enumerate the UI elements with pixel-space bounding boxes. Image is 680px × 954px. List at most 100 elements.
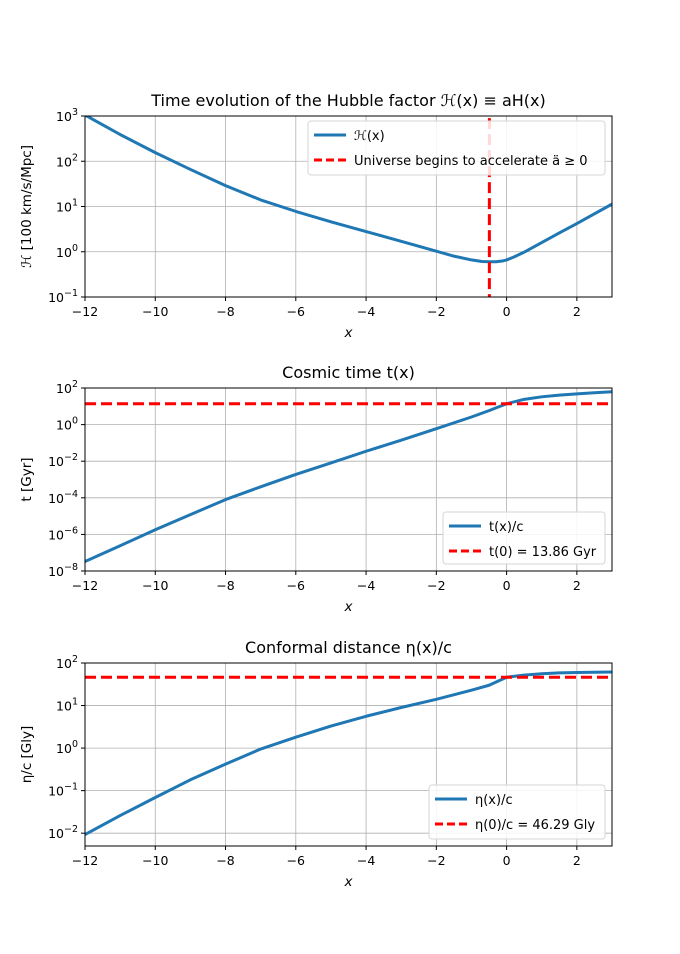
legend-label-2: Universe begins to accelerate ä ≥ 0 [354,154,588,169]
x-tick-label: −10 [142,304,168,319]
y-tick-exponent: −2 [64,452,78,463]
y-tick-base: 10 [48,826,64,841]
y-tick-label: 10−4 [48,489,78,506]
y-tick-label: 100 [56,243,78,260]
y-tick-base: 10 [48,527,64,542]
y-tick-label: 10−8 [48,562,78,579]
x-tick-label: −10 [142,578,168,593]
y-tick-exponent: −1 [64,782,78,793]
legend-label-1: t(x)/c [489,520,523,535]
y-tick-exponent: 1 [72,198,78,209]
y-tick-base: 10 [48,784,64,799]
y-tick-base: 10 [56,154,72,169]
y-tick-base: 10 [56,109,72,124]
legend-label-2: η(0)/c = 46.29 Gly [475,818,595,833]
y-tick-exponent: −6 [64,525,78,536]
chart-panel-2: −12 −10 −8 −6 −4 −2 0 210−810−610−410−2100102Co… [19,363,613,615]
y-tick-base: 10 [56,418,72,433]
x-axis-label: x [344,599,354,615]
x-tick-label: −8 [216,304,234,319]
y-tick-label: 10−1 [48,782,78,799]
y-tick-exponent: 0 [72,416,78,427]
x-tick-label: −4 [357,853,375,868]
y-tick-label: 10−6 [48,525,78,542]
x-tick-label: −6 [287,853,305,868]
x-tick-label: 2 [573,304,581,319]
y-tick-label: 10−1 [48,288,78,305]
y-tick-label: 100 [56,416,78,433]
x-tick-label: −12 [72,304,98,319]
y-tick-base: 10 [48,564,64,579]
x-axis-label: x [344,874,354,890]
y-tick-label: 102 [56,379,78,396]
y-tick-base: 10 [56,381,72,396]
y-tick-label: 101 [56,697,78,714]
y-tick-base: 10 [48,454,64,469]
x-tick-label: 2 [573,578,581,593]
y-tick-exponent: 0 [72,243,78,254]
y-tick-label: 101 [56,198,78,215]
series-line-1 [85,116,612,264]
y-tick-base: 10 [56,741,72,756]
y-tick-exponent: 1 [72,697,78,708]
chart-title: Conformal distance η(x)/c [245,638,452,657]
x-tick-label: −2 [427,853,445,868]
y-tick-exponent: 2 [72,379,78,390]
y-tick-exponent: 2 [72,152,78,163]
series-line-1 [85,390,612,563]
y-axis-label: t [Gyr] [19,457,35,501]
y-tick-base: 10 [56,656,72,671]
x-tick-label: −8 [216,853,234,868]
y-tick-exponent: −4 [64,489,78,500]
y-tick-label: 10−2 [48,452,78,469]
legend-label-1: ℋ(x) [354,129,385,144]
chart-title: Cosmic time t(x) [282,363,415,382]
legend-box [307,120,606,176]
y-tick-base: 10 [56,245,72,260]
y-tick-exponent: 0 [72,739,78,750]
x-axis-label: x [344,325,354,341]
legend-label-1: η(x)/c [475,793,513,808]
chart-panel-3: −12 −10 −8 −6 −4 −2 0 210−210−1100101102Conform… [19,638,613,890]
y-tick-exponent: 3 [72,107,78,118]
x-tick-label: −10 [142,853,168,868]
y-tick-base: 10 [56,699,72,714]
y-tick-exponent: −8 [64,562,78,573]
y-axis-label: ℋ [100 km/s/Mpc] [19,145,35,268]
y-tick-label: 100 [56,739,78,756]
axes-frame [84,662,613,847]
x-tick-label: 0 [503,578,511,593]
x-tick-label: 0 [503,304,511,319]
x-tick-label: −4 [357,578,375,593]
legend: η(x)/c η(0)/c = 46.29 Gly [428,784,606,840]
x-tick-label: 2 [573,853,581,868]
chart-title: Time evolution of the Hubble factor ℋ(x)… [150,91,545,110]
legend-box [428,784,606,840]
y-tick-base: 10 [56,200,72,215]
x-tick-label: −6 [287,578,305,593]
x-tick-label: −12 [72,578,98,593]
y-tick-base: 10 [48,290,64,305]
y-tick-label: 10−2 [48,824,78,841]
legend: t(x)/c t(0) = 13.86 Gyr [442,511,606,565]
legend-label-2: t(0) = 13.86 Gyr [489,545,597,560]
y-axis-label: η/c [Gly] [19,726,35,784]
y-tick-exponent: 2 [72,654,78,665]
legend: ℋ(x) Universe begins to accelerate ä ≥ 0 [307,120,606,176]
y-tick-label: 103 [56,107,78,124]
y-tick-exponent: −2 [64,824,78,835]
y-tick-label: 102 [56,654,78,671]
series-line-1 [85,670,612,836]
x-tick-label: −4 [357,304,375,319]
y-tick-label: 102 [56,152,78,169]
legend-box [442,511,606,565]
x-tick-label: −12 [72,853,98,868]
x-tick-label: −2 [427,304,445,319]
x-tick-label: 0 [503,853,511,868]
x-tick-label: −6 [287,304,305,319]
axes-frame [84,387,613,572]
y-tick-exponent: −1 [64,288,78,299]
